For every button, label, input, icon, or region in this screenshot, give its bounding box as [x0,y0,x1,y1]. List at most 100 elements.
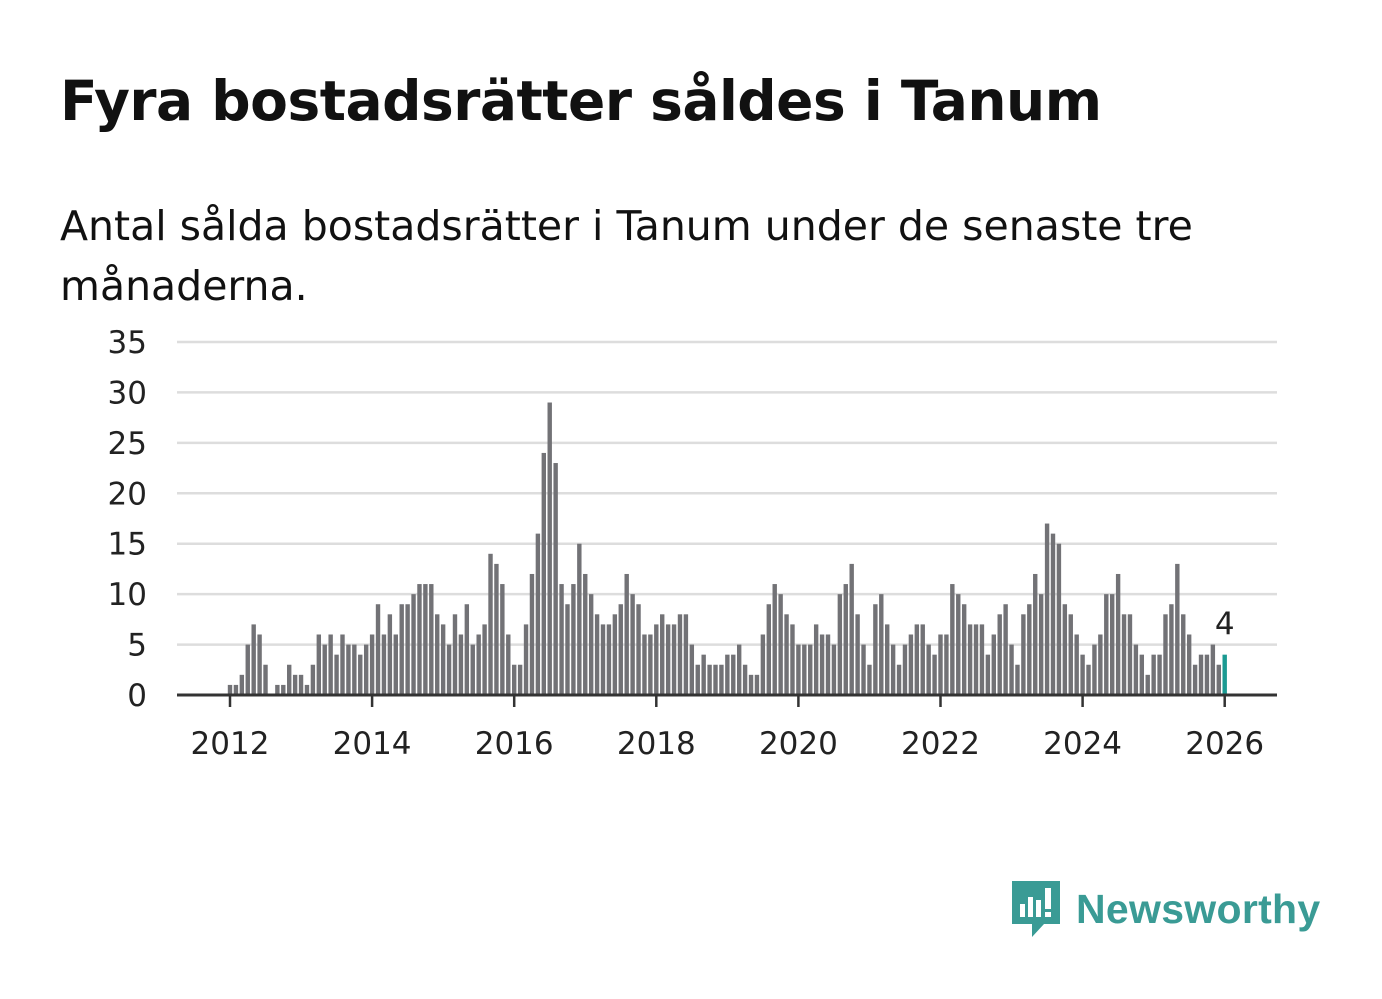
bar [1009,644,1014,695]
bar [1151,654,1156,695]
y-tick-label: 15 [108,527,147,563]
bar [956,594,961,695]
bar [1121,614,1127,695]
bar [292,674,298,695]
bar [1145,674,1150,695]
bar [683,614,689,695]
bar [1056,543,1062,695]
bar [363,644,369,695]
bar [239,674,245,695]
bar [281,684,286,695]
bar [523,624,529,695]
bar [701,654,706,695]
bar [535,533,541,695]
bar [671,624,677,695]
bar [760,634,766,695]
bar [808,644,813,695]
bar [642,634,647,695]
x-tick-label: 2024 [1043,726,1122,762]
bar [944,634,949,695]
bar [316,634,322,695]
bar [831,644,837,695]
bar [571,584,576,695]
x-tick-label: 2026 [1185,726,1264,762]
bar [873,604,878,695]
y-tick-label: 35 [108,325,147,361]
bar [340,634,345,695]
bar [346,644,351,695]
newsworthy-logo-icon [1012,881,1060,937]
bar [227,684,233,695]
bar [979,624,985,695]
x-tick-label: 2022 [901,726,980,762]
bar [695,664,700,695]
bar [1204,654,1210,695]
bar [1210,644,1216,695]
bar [896,664,902,695]
bar [630,594,635,695]
bar [1192,664,1198,695]
bar [1175,563,1180,695]
bar [358,654,363,695]
bar [245,644,250,695]
y-tick-label: 10 [108,577,147,613]
x-tick-label: 2016 [475,726,554,762]
bar [435,614,440,695]
bar [375,604,381,695]
bar [736,644,742,695]
bar [914,624,920,695]
bar [1157,654,1162,695]
bar [796,644,801,695]
bar [660,614,665,695]
bar [476,634,481,695]
bar [1163,614,1168,695]
bar [879,594,884,695]
highlight-value-label: 4 [1215,607,1235,643]
bar [890,644,896,695]
bar [920,624,925,695]
bar [553,463,558,695]
bar [310,664,316,695]
bar [322,644,327,695]
bar [488,553,493,695]
y-tick-label: 5 [127,628,147,664]
bar [494,563,499,695]
bar [352,644,357,695]
bar [784,614,789,695]
bar [813,624,819,695]
bar [559,584,564,695]
bar [482,624,487,695]
bar [790,624,795,695]
labels: 0 5 10 15 20 25 30 35 2012 2014 2016 2018 2020 2022 20… [108,325,1265,762]
bar [399,604,404,695]
bar [565,604,570,695]
bar [885,624,890,695]
bar [713,664,718,695]
bar [766,604,771,695]
bar [429,584,434,695]
bar [541,452,546,695]
bar [257,634,262,695]
bar [287,664,292,695]
bar [731,654,736,695]
bar [926,644,931,695]
bar [464,604,470,695]
bar [417,584,422,695]
bar [1038,594,1044,695]
bar [843,584,848,695]
bar [1027,604,1032,695]
bar [861,644,866,695]
bar [967,624,973,695]
bar [754,674,760,695]
bar [973,624,979,695]
bar [1050,533,1056,695]
bar [1186,634,1192,695]
bar [1092,644,1097,695]
bar [1003,604,1008,695]
bar [1015,664,1020,695]
x-axis [177,693,1277,707]
bar [500,584,505,695]
bar [588,594,594,695]
bar [387,614,393,695]
